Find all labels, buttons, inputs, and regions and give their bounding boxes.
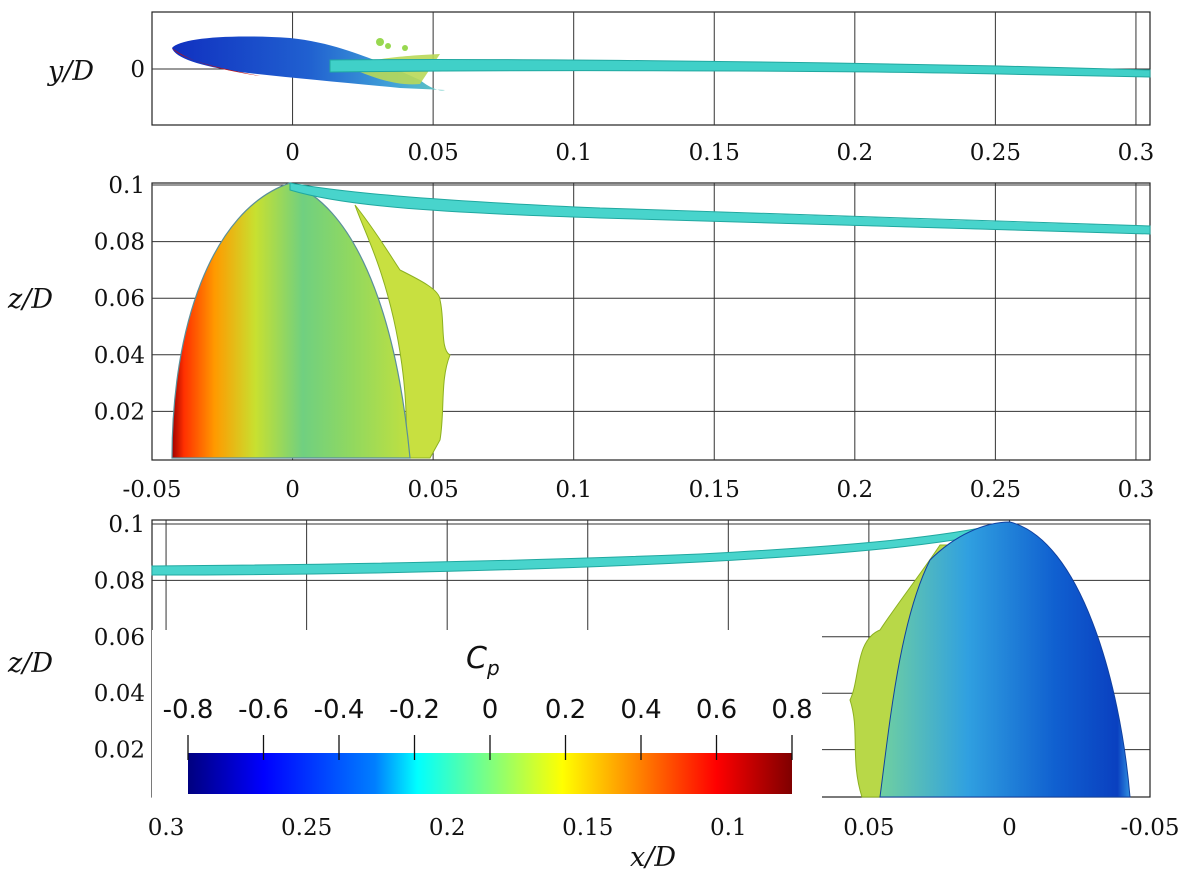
x-tick-label: 0.15	[689, 477, 740, 503]
colorbar-title: Cp	[466, 641, 500, 680]
colorbar-tick-label: 0.8	[771, 695, 812, 725]
y-tick-label: 0.06	[94, 625, 145, 651]
x-tick-label: 0.15	[689, 140, 740, 166]
colorbar-title-subscript: p	[486, 656, 500, 680]
x-tick-label: 0.1	[555, 477, 592, 503]
grid-middle: -0.05 0 0.05 0.1 0.15 0.2 0.25 0.3 0.1 0.08 0.06 0.…	[94, 173, 1154, 503]
y-tick-label: 0.02	[94, 738, 145, 764]
y-tick-label: 0.1	[108, 512, 145, 538]
ylabel-bottom: z/D	[7, 648, 53, 679]
x-tick-label: -0.05	[123, 477, 182, 503]
x-tick-label: 0.2	[837, 140, 874, 166]
x-tick-label: 0	[285, 477, 300, 503]
colorbar-tick-label: 0	[482, 695, 499, 725]
y-tick-label: 0.08	[94, 568, 145, 594]
colorbar: Cp -0.8 -0.6 -0.4 -0.2 0 0.2 0.4 0.6 0.8	[152, 630, 822, 800]
colorbar-tick-label: 0.4	[620, 695, 661, 725]
y-tick-label: 0.02	[94, 399, 145, 425]
ylabel-middle: z/D	[7, 284, 53, 315]
x-tick-label: 0.15	[562, 815, 613, 841]
x-tick-label: 0.3	[148, 815, 185, 841]
wake-middle	[354, 204, 451, 459]
x-tick-label: 0.1	[555, 140, 592, 166]
xlabel-bottom: x/D	[630, 842, 676, 873]
x-tick-label: 0.25	[281, 815, 332, 841]
y-tick-label: 0.1	[108, 173, 145, 199]
colorbar-tick-label: -0.2	[389, 695, 440, 725]
x-tick-label: 0.05	[408, 140, 459, 166]
wake-top-fragment	[376, 38, 408, 51]
y-tick-label: 0	[130, 57, 145, 83]
colorbar-tick-label: -0.4	[314, 695, 365, 725]
x-tick-label: 0.05	[843, 815, 894, 841]
x-tick-label: 0.3	[1118, 140, 1155, 166]
x-tick-label: 0.05	[408, 477, 459, 503]
colorbar-tick-label: -0.8	[163, 695, 214, 725]
y-tick-label: 0.04	[94, 681, 145, 707]
blade-suction-side	[879, 521, 1131, 798]
grid-top: 0 0.05 0.1 0.15 0.2 0.25 0.3 0	[130, 11, 1155, 166]
colorbar-tick-label: 0.6	[696, 695, 737, 725]
colorbar-ticks: -0.8 -0.6 -0.4 -0.2 0 0.2 0.4 0.6 0.8	[163, 695, 813, 760]
tip-vortex-middle	[289, 182, 1151, 235]
y-tick-label: 0.06	[94, 286, 145, 312]
y-tick-label: 0.08	[94, 230, 145, 256]
panel-top-view: 0 0.05 0.1 0.15 0.2 0.25 0.3 0	[130, 11, 1155, 166]
x-tick-label: 0	[285, 140, 300, 166]
x-tick-label: 0.1	[710, 815, 747, 841]
x-tick-label: 0.2	[837, 477, 874, 503]
colorbar-tick-label: -0.6	[238, 695, 289, 725]
y-tick-label: 0.04	[94, 343, 145, 369]
tip-vortex-top	[329, 58, 1151, 78]
panel-pressure-side-view: -0.05 0 0.05 0.1 0.15 0.2 0.25 0.3 0.1 0.08 0.06 0.…	[94, 173, 1154, 503]
x-tick-label: 0	[1002, 815, 1017, 841]
ylabel-top: y/D	[47, 56, 94, 87]
blade-pressure-side	[171, 182, 411, 459]
panel-frame	[151, 182, 1151, 461]
colorbar-tick-label: 0.2	[545, 695, 586, 725]
x-tick-label: 0.3	[1118, 477, 1155, 503]
x-tick-label: -0.05	[1121, 815, 1180, 841]
tip-vortex-bottom	[151, 521, 1011, 576]
x-tick-label: 0.25	[970, 477, 1021, 503]
x-tick-label: 0.25	[970, 140, 1021, 166]
x-tick-label: 0.2	[429, 815, 466, 841]
